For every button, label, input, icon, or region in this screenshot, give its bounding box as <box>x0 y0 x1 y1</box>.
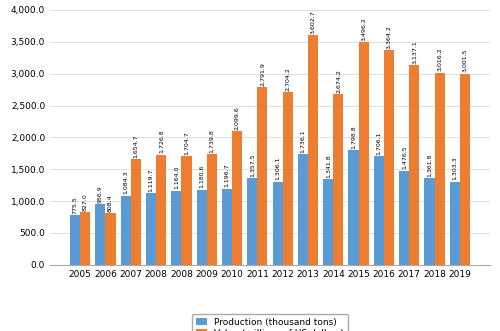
Text: 1,196.7: 1,196.7 <box>224 164 230 187</box>
Bar <box>409 65 420 265</box>
Bar <box>182 156 192 265</box>
Text: 775.5: 775.5 <box>72 196 78 214</box>
Text: 1,654.7: 1,654.7 <box>134 134 138 158</box>
Bar <box>298 154 308 265</box>
Bar <box>172 191 181 265</box>
Text: 3,137.1: 3,137.1 <box>412 40 417 64</box>
Text: 1,164.0: 1,164.0 <box>174 166 179 189</box>
Bar <box>258 87 268 265</box>
Text: 1,798.8: 1,798.8 <box>351 125 356 149</box>
Text: 1,303.3: 1,303.3 <box>452 157 458 180</box>
Text: 2,674.2: 2,674.2 <box>336 69 341 93</box>
Bar <box>334 94 344 265</box>
Text: 3,364.2: 3,364.2 <box>386 25 392 49</box>
Text: 2,099.6: 2,099.6 <box>234 106 240 130</box>
Text: 956.9: 956.9 <box>98 185 103 203</box>
Text: 827.0: 827.0 <box>82 193 87 211</box>
Text: 2,791.9: 2,791.9 <box>260 62 265 86</box>
Bar <box>196 190 206 265</box>
Text: 1,706.1: 1,706.1 <box>376 131 382 155</box>
Bar <box>80 212 90 265</box>
Text: 1,084.3: 1,084.3 <box>123 171 128 194</box>
Text: 3,496.2: 3,496.2 <box>361 17 366 41</box>
Bar <box>424 178 434 265</box>
Text: 3,602.7: 3,602.7 <box>310 10 316 34</box>
Bar <box>247 178 258 265</box>
Bar <box>146 193 156 265</box>
Text: 1,476.5: 1,476.5 <box>402 146 406 169</box>
Text: 1,306.1: 1,306.1 <box>275 157 280 180</box>
Bar <box>358 42 368 265</box>
Text: 1,341.8: 1,341.8 <box>326 154 330 178</box>
Bar <box>106 213 116 265</box>
Bar <box>323 179 334 265</box>
Bar <box>222 189 232 265</box>
Bar <box>399 171 409 265</box>
Bar <box>232 131 242 265</box>
Text: 1,726.8: 1,726.8 <box>158 130 164 154</box>
Text: 1,180.6: 1,180.6 <box>199 165 204 188</box>
Bar <box>384 50 394 265</box>
Legend: Production (thousand tons), Value (millions of US dollars): Production (thousand tons), Value (milli… <box>192 314 348 331</box>
Bar <box>460 73 470 265</box>
Bar <box>70 215 80 265</box>
Text: 1,357.5: 1,357.5 <box>250 153 255 177</box>
Bar <box>96 204 106 265</box>
Bar <box>308 35 318 265</box>
Text: 1,704.7: 1,704.7 <box>184 131 189 155</box>
Bar <box>131 159 141 265</box>
Text: 808.4: 808.4 <box>108 194 113 212</box>
Text: 1,739.8: 1,739.8 <box>210 129 214 153</box>
Text: 2,704.2: 2,704.2 <box>285 67 290 91</box>
Bar <box>272 182 282 265</box>
Bar <box>434 72 444 265</box>
Text: 3,001.5: 3,001.5 <box>462 49 468 72</box>
Text: 1,361.8: 1,361.8 <box>427 153 432 177</box>
Bar <box>348 150 358 265</box>
Bar <box>374 156 384 265</box>
Text: 3,016.2: 3,016.2 <box>437 48 442 71</box>
Bar <box>156 155 166 265</box>
Text: 1,736.1: 1,736.1 <box>300 129 306 153</box>
Bar <box>450 182 460 265</box>
Bar <box>206 154 217 265</box>
Text: 1,119.7: 1,119.7 <box>148 168 154 192</box>
Bar <box>120 196 131 265</box>
Bar <box>282 92 293 265</box>
